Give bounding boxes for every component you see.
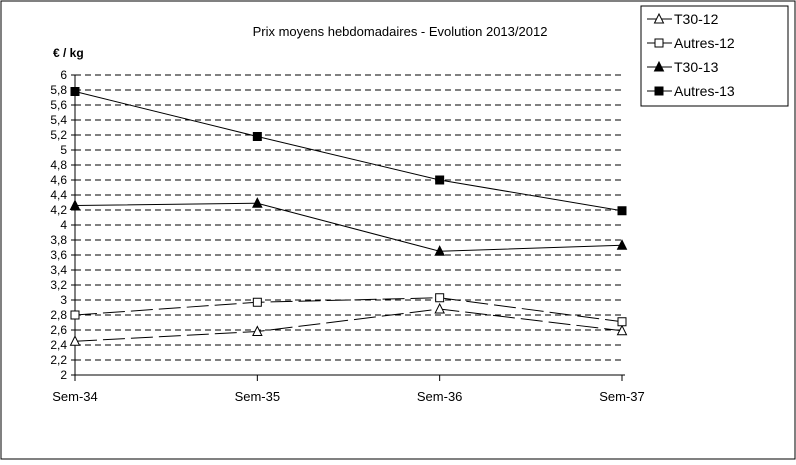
y-tick-label: 4,4 [50,188,67,202]
y-tick-label: 5,6 [50,98,67,112]
legend-label: Autres-13 [674,83,735,99]
x-tick-label: Sem-34 [52,389,98,404]
y-tick-label: 3 [60,293,67,307]
x-tick-label: Sem-37 [599,389,645,404]
series-group [69,87,628,346]
y-tick-label: 5,4 [50,113,67,127]
y-tick-label: 3,6 [50,248,67,262]
x-tick-label: Sem-35 [235,389,281,404]
y-tick-label: 6 [60,68,67,82]
y-tick-labels: 22,22,42,62,833,23,43,63,844,24,44,64,85… [50,68,75,382]
data-point [252,297,262,307]
y-tick-label: 2,4 [50,338,67,352]
legend-marker [653,60,665,72]
y-tick-label: 3,8 [50,233,67,247]
data-point [70,87,80,96]
data-point [434,302,445,314]
data-point [434,245,445,256]
data-point [617,206,627,216]
y-tick-label: 3,2 [50,278,67,292]
series-line [74,202,623,252]
x-tick-label: Sem-36 [417,389,463,404]
chart-title: Prix moyens hebdomadaires - Evolution 20… [253,24,548,39]
data-point [616,324,628,336]
gridlines [75,74,625,361]
legend: T30-12 Autres-12 T30-13 Autres-13 [640,5,789,107]
y-axis-label: € / kg [53,46,84,60]
y-tick-label: 4,2 [50,203,67,217]
y-tick-label: 2,8 [50,308,67,322]
legend-label: T30-12 [674,11,719,27]
data-point [69,199,81,210]
x-tick-labels: Sem-34 Sem-35 Sem-36 Sem-37 [52,375,645,404]
y-tick-label: 5 [60,143,67,157]
data-point [616,239,628,250]
y-tick-label: 3,4 [50,263,67,277]
y-tick-label: 4 [60,218,67,232]
data-point [252,132,262,141]
legend-marker [654,38,664,48]
y-tick-label: 2,2 [50,353,67,367]
y-tick-label: 5,2 [50,128,67,142]
legend-label: T30-13 [674,59,719,75]
y-tick-label: 2,6 [50,323,67,337]
data-point [252,197,263,208]
legend-label: Autres-12 [674,35,735,51]
data-point [69,335,81,346]
data-point [70,310,80,320]
data-point [252,325,263,336]
legend-marker [653,12,665,24]
data-point [435,293,445,303]
y-tick-label: 4,6 [50,173,67,187]
series-line [74,297,623,323]
y-tick-label: 5,8 [50,83,67,97]
data-point [435,175,445,185]
y-tick-label: 2 [60,368,67,382]
series-line [74,91,623,212]
y-tick-label: 4,8 [50,158,67,172]
legend-marker [654,86,664,96]
legend-box [640,5,789,107]
series-line [74,308,623,342]
data-point [617,317,627,327]
